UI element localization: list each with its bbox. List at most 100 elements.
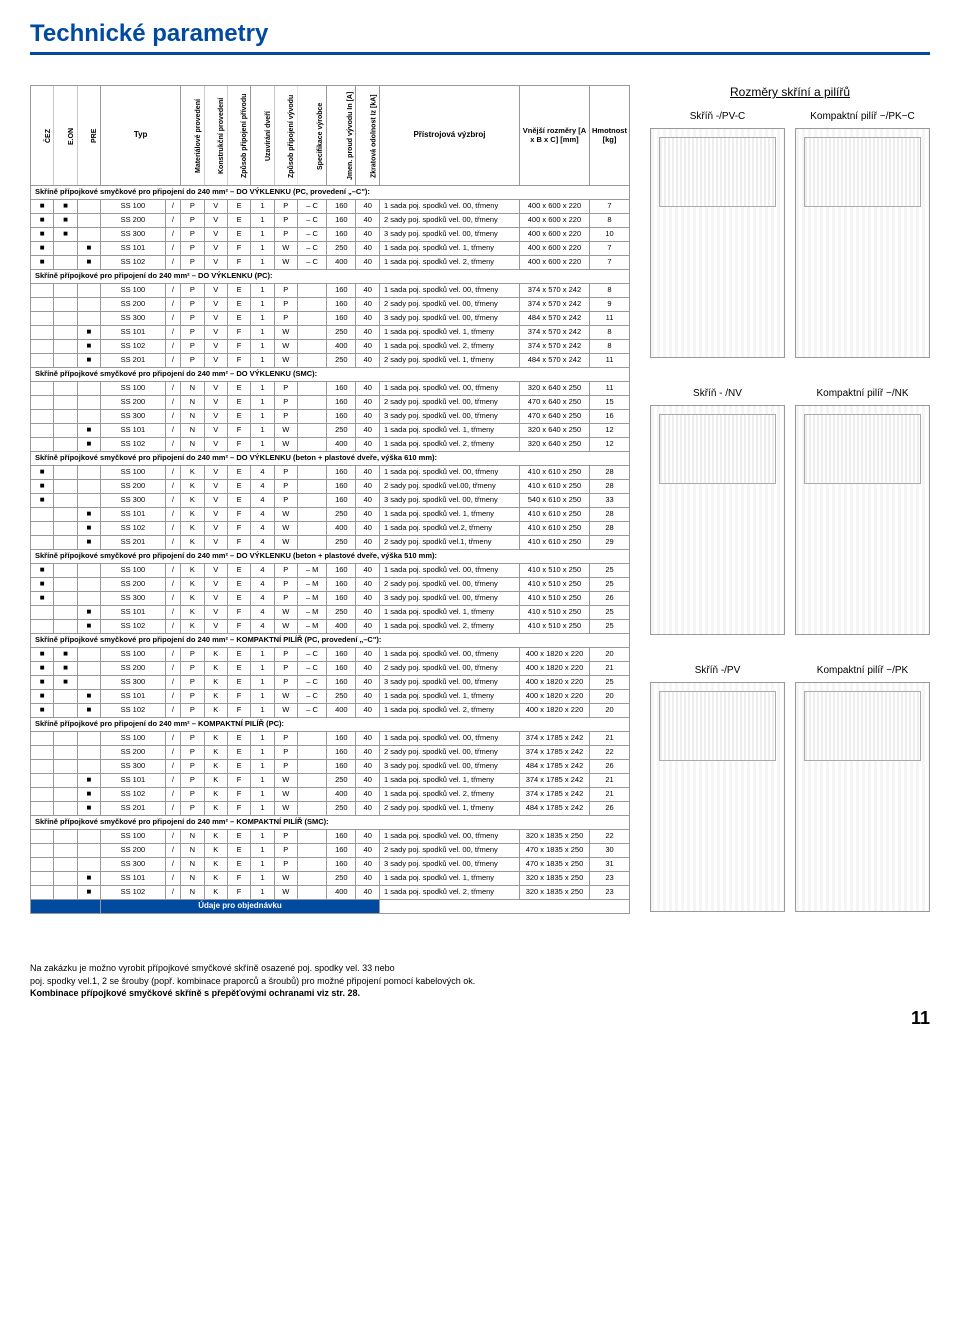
table-cell: P [274, 858, 297, 872]
table-cell [297, 788, 326, 802]
table-cell: 1 [251, 354, 274, 368]
table-cell: / [165, 228, 180, 242]
table-cell: ■ [77, 326, 100, 340]
table-cell: 3 sady poj. spodků vel. 00, třmeny [379, 592, 519, 606]
table-cell: 8 [589, 214, 629, 228]
table-cell: 3 sady poj. spodků vel. 00, třmeny [379, 760, 519, 774]
table-cell: N [181, 438, 204, 452]
section-header: Skříně přípojkové smyčkové pro připojení… [31, 186, 630, 200]
table-cell: P [181, 284, 204, 298]
table-cell: 8 [589, 340, 629, 354]
table-cell [54, 844, 77, 858]
table-cell: SS 100 [101, 648, 166, 662]
table-cell: 40 [356, 382, 380, 396]
table-cell: F [227, 522, 250, 536]
table-cell [31, 396, 54, 410]
table-cell: 40 [356, 788, 380, 802]
table-cell: V [204, 312, 227, 326]
table-cell: SS 102 [101, 256, 166, 270]
table-cell [31, 536, 54, 550]
table-cell [77, 214, 100, 228]
table-cell: SS 100 [101, 830, 166, 844]
table-cell: 1 sada poj. spodků vel. 00, třmeny [379, 284, 519, 298]
table-cell: ■ [54, 228, 77, 242]
table-cell: K [181, 578, 204, 592]
table-cell: 40 [356, 480, 380, 494]
table-row: ■SS 101/NVF1W250401 sada poj. spodků vel… [31, 424, 630, 438]
table-cell: 160 [327, 732, 356, 746]
note-line-2: poj. spodky vel.1, 2 se šrouby (popř. ko… [30, 975, 930, 988]
table-cell: K [204, 676, 227, 690]
drawing-label: Kompaktní pilíř −/PK−C [795, 111, 930, 122]
table-cell: / [165, 298, 180, 312]
table-cell [297, 886, 326, 900]
table-cell: 1 sada poj. spodků vel. 2, třmeny [379, 620, 519, 634]
table-cell: 374 x 570 x 242 [519, 326, 589, 340]
table-cell: 1 [251, 802, 274, 816]
table-cell: N [181, 886, 204, 900]
table-cell: 484 x 1785 x 242 [519, 802, 589, 816]
table-cell: 400 x 1820 x 220 [519, 676, 589, 690]
table-cell: K [181, 480, 204, 494]
table-cell: 40 [356, 774, 380, 788]
table-cell: 21 [589, 732, 629, 746]
table-cell: P [274, 494, 297, 508]
table-cell: P [181, 690, 204, 704]
table-row: SS 100/PKE1P160401 sada poj. spodků vel.… [31, 732, 630, 746]
table-cell: 160 [327, 480, 356, 494]
table-cell: 4 [251, 480, 274, 494]
table-cell [54, 312, 77, 326]
table-cell [31, 774, 54, 788]
table-cell: 1 [251, 340, 274, 354]
table-cell: ■ [77, 438, 100, 452]
table-cell: 160 [327, 662, 356, 676]
table-cell: SS 102 [101, 886, 166, 900]
table-cell: 410 x 610 x 250 [519, 522, 589, 536]
table-cell: P [274, 466, 297, 480]
table-cell: 26 [589, 802, 629, 816]
table-cell: 400 x 600 x 220 [519, 200, 589, 214]
section-header: Skříně přípojkové smyčkové pro připojení… [31, 452, 630, 466]
table-cell [31, 438, 54, 452]
col-spec: Specifikace výrobce [297, 86, 326, 186]
table-cell [77, 858, 100, 872]
table-cell: / [165, 424, 180, 438]
table-cell: 1 [251, 396, 274, 410]
table-cell: N [181, 396, 204, 410]
table-cell: 1 [251, 256, 274, 270]
table-cell: P [274, 746, 297, 760]
table-cell: / [165, 256, 180, 270]
table-cell: ■ [31, 662, 54, 676]
table-cell: 28 [589, 466, 629, 480]
table-cell: 1 sada poj. spodků vel. 2, třmeny [379, 256, 519, 270]
table-cell: P [181, 228, 204, 242]
table-cell: 3 sady poj. spodků vel. 00, třmeny [379, 228, 519, 242]
table-cell: 410 x 510 x 250 [519, 564, 589, 578]
table-cell: 160 [327, 564, 356, 578]
table-cell: 250 [327, 872, 356, 886]
table-cell: P [181, 242, 204, 256]
table-cell [31, 886, 54, 900]
table-cell: 1 [251, 746, 274, 760]
table-cell: E [227, 214, 250, 228]
table-cell [54, 690, 77, 704]
table-cell: SS 300 [101, 760, 166, 774]
table-cell [297, 410, 326, 424]
table-cell: SS 101 [101, 690, 166, 704]
table-cell: N [181, 424, 204, 438]
table-cell: 1 [251, 662, 274, 676]
table-cell: F [227, 690, 250, 704]
table-cell: K [181, 494, 204, 508]
table-cell: / [165, 788, 180, 802]
table-cell: 29 [589, 536, 629, 550]
table-cell: E [227, 466, 250, 480]
table-cell [297, 536, 326, 550]
table-cell: V [204, 326, 227, 340]
table-cell: 400 [327, 788, 356, 802]
table-cell: ■ [31, 480, 54, 494]
col-zkrat: Zkratová odolnost Iz [kA] [356, 86, 380, 186]
table-cell: P [181, 200, 204, 214]
table-cell: 25 [589, 620, 629, 634]
table-cell: / [165, 480, 180, 494]
table-cell: / [165, 676, 180, 690]
